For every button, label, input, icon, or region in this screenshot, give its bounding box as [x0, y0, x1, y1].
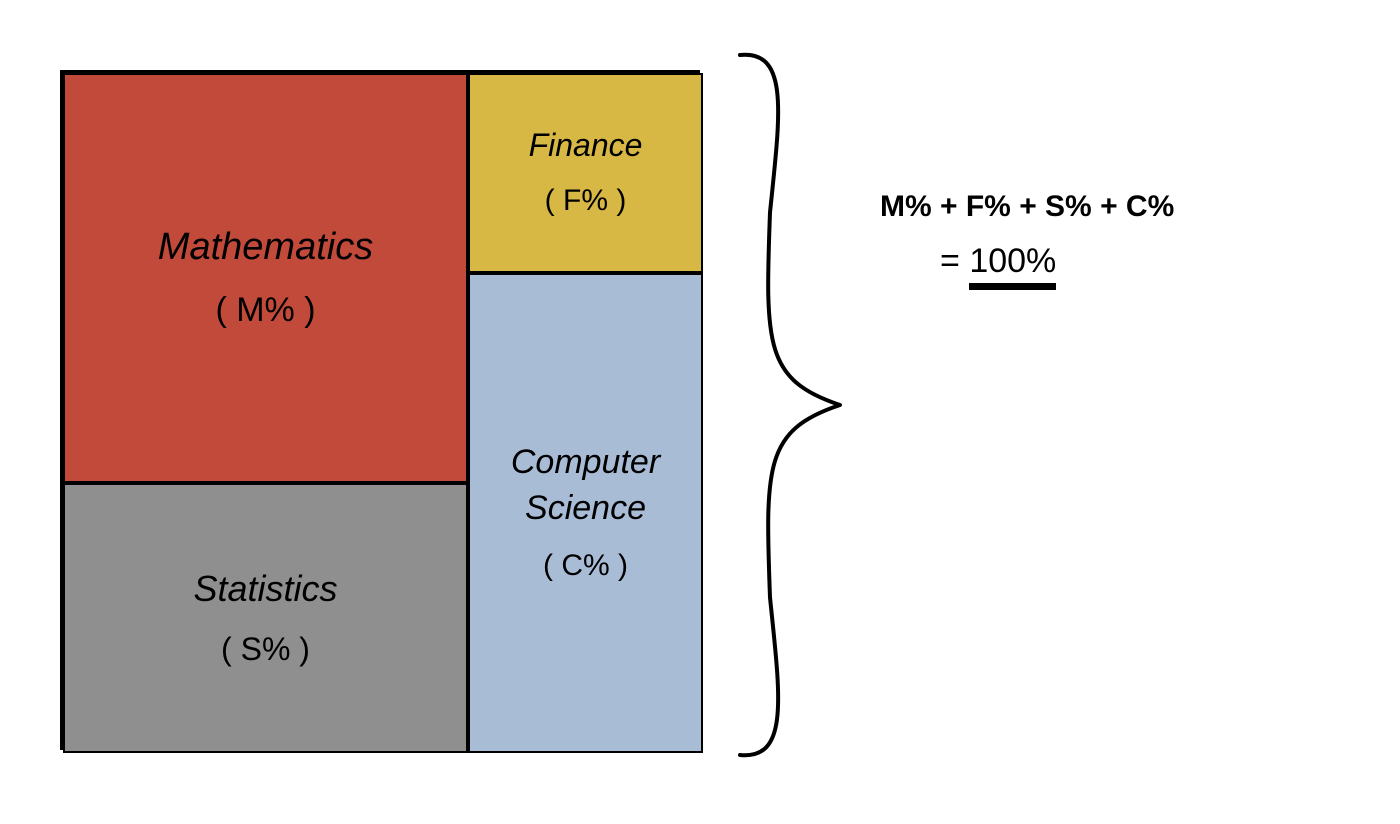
- tile-label: Mathematics: [158, 222, 373, 273]
- tile-statistics: Statistics ( S% ): [63, 483, 468, 753]
- tile-label: Finance: [529, 124, 643, 167]
- tile-percent: ( M% ): [215, 288, 315, 334]
- annotation-line2: = 100%: [880, 242, 1174, 286]
- tile-mathematics: Mathematics ( M% ): [63, 73, 468, 483]
- tile-label: Statistics: [193, 565, 337, 614]
- curly-brace: [720, 35, 860, 775]
- tile-percent: ( S% ): [221, 628, 310, 671]
- tile-percent: ( F% ): [545, 181, 627, 222]
- diagram-stage: Mathematics ( M% ) Statistics ( S% ) Finance…: [0, 0, 1400, 824]
- annotation-line1: M% + F% + S% + C%: [880, 190, 1174, 224]
- tile-computer_science: ComputerScience ( C% ): [468, 273, 703, 753]
- annotation-equals: =: [940, 242, 969, 280]
- treemap-chart: Mathematics ( M% ) Statistics ( S% ) Finance…: [60, 70, 700, 750]
- tile-percent: ( C% ): [543, 546, 628, 587]
- tile-finance: Finance ( F% ): [468, 73, 703, 273]
- annotation-total: 100%: [969, 242, 1056, 286]
- sum-annotation: M% + F% + S% + C% = 100%: [880, 190, 1174, 286]
- tile-label: ComputerScience: [511, 440, 660, 532]
